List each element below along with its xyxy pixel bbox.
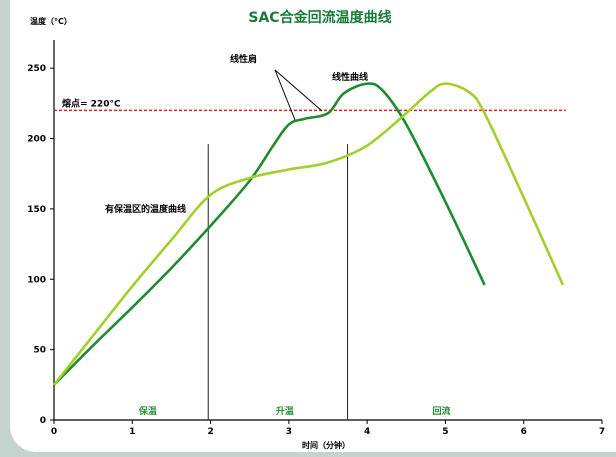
linear-curve-label: 线性曲线 — [332, 71, 368, 83]
phase-label: 保温 — [138, 405, 157, 417]
shoulder-pointer-line — [274, 69, 296, 121]
x-tick-label: 1 — [129, 427, 135, 437]
y-tick-label: 50 — [33, 346, 46, 356]
chart-title: SAC合金回流温度曲线 — [248, 9, 391, 26]
x-tick-label: 5 — [442, 427, 448, 437]
x-tick-label: 2 — [207, 427, 213, 437]
x-tick-label: 3 — [286, 427, 292, 437]
y-tick-label: 200 — [27, 135, 46, 145]
chart-panel — [10, 0, 616, 452]
x-axis-label: 时间（分钟） — [302, 440, 350, 450]
series-line-soak — [52, 82, 565, 386]
shoulder-label: 线性肩 — [230, 53, 257, 65]
y-tick-label: 150 — [27, 205, 46, 215]
y-tick-label: 0 — [40, 416, 46, 426]
y-tick-label: 250 — [27, 64, 46, 74]
shoulder-pointer-line — [274, 69, 323, 112]
melting-point-label: 熔点= 220°C — [62, 97, 121, 109]
series-line-linear — [53, 82, 486, 386]
x-tick-label: 4 — [364, 427, 370, 437]
phase-label: 回流 — [433, 405, 451, 417]
x-tick-label: 6 — [521, 427, 527, 437]
y-axis-label: 温度（°C） — [30, 16, 72, 26]
x-tick-label: 7 — [599, 427, 605, 437]
y-tick-label: 100 — [27, 275, 46, 285]
x-tick-label: 0 — [51, 427, 57, 437]
phase-label: 升温 — [276, 405, 294, 417]
soak-curve-label: 有保温区的温度曲线 — [105, 203, 186, 215]
